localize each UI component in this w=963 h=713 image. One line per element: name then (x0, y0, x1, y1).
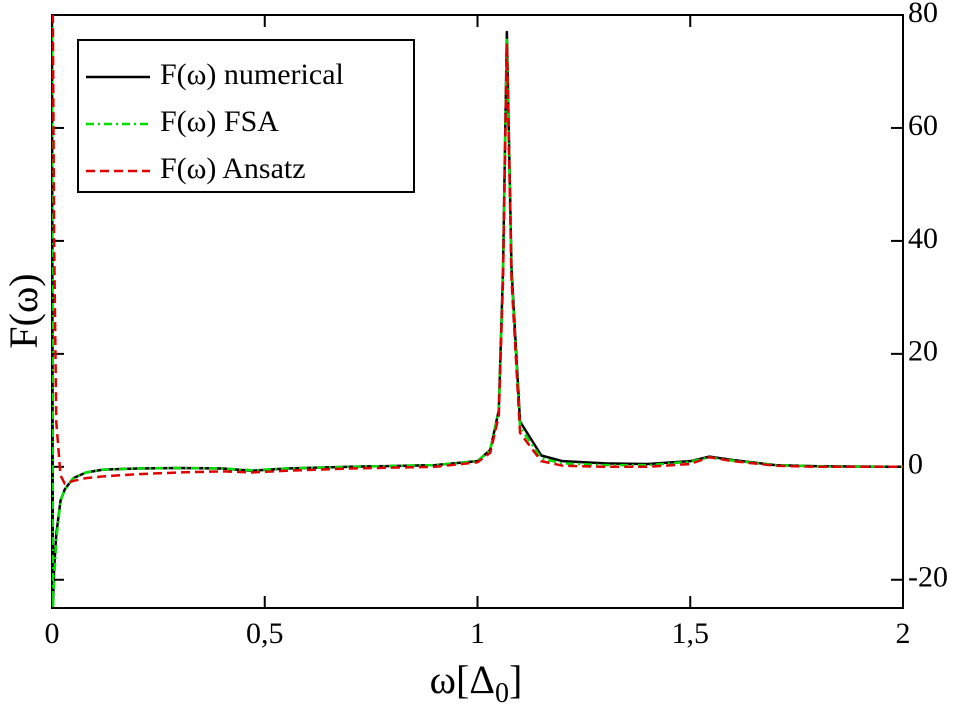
x-tick-label: 1 (470, 617, 485, 650)
y-tick-label: 0 (908, 448, 923, 481)
y-tick-label: 40 (908, 222, 938, 255)
x-tick-label: 1,5 (672, 617, 710, 650)
series-line (52, 15, 903, 608)
x-tick-label: 0,5 (246, 617, 284, 650)
x-label-sub: 0 (495, 678, 509, 709)
legend-box (77, 39, 415, 193)
x-tick-label: 2 (896, 617, 911, 650)
x-label-main: ω[Δ (430, 657, 495, 702)
y-tick-label: 20 (908, 335, 938, 368)
x-label-end: ] (509, 657, 522, 702)
series-line (52, 15, 903, 485)
plot-lines (52, 15, 903, 608)
legend-label: F(ω) FSA (160, 105, 279, 138)
legend-label: F(ω) numerical (160, 58, 344, 91)
legend-label: F(ω) Ansatz (160, 152, 306, 185)
x-axis-label: ω[Δ0] (430, 657, 523, 709)
y-tick-label: -20 (908, 561, 948, 594)
x-tick-label: 0 (45, 617, 60, 650)
y-tick-label: 60 (908, 109, 938, 142)
y-axis-label: F(ω) (1, 273, 46, 348)
y-tick-label: 80 (908, 0, 938, 29)
